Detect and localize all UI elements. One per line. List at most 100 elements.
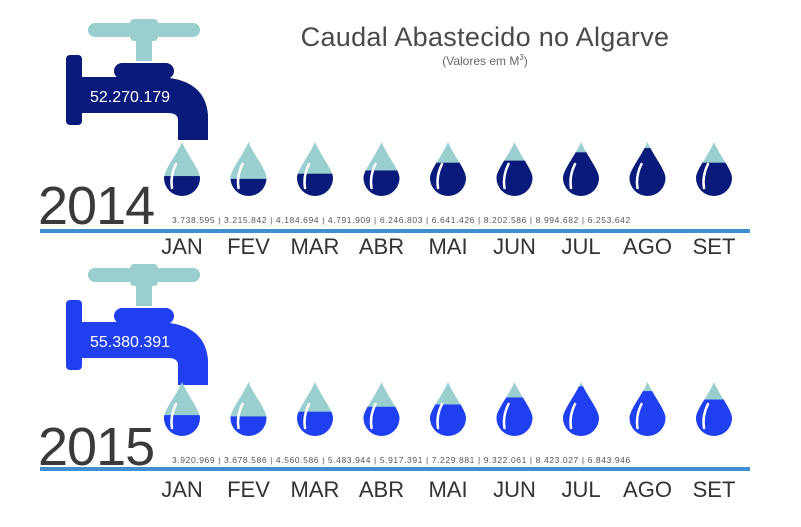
drop-jun <box>496 382 533 436</box>
water-tap-icon: 55.380.391 <box>66 264 208 385</box>
month-label-jul: JUL <box>561 477 601 502</box>
value-separator: | <box>371 215 380 225</box>
drop-fill-mark <box>297 173 333 196</box>
drop-fill-mark <box>230 416 267 436</box>
monthly-values-line: 3.920.969 | 3.678.586 | 4.560.586 | 5.48… <box>172 455 752 465</box>
drop-mai <box>430 142 466 196</box>
baseline <box>40 229 750 233</box>
value-label-mai: 5.917.391 <box>379 455 424 465</box>
drop-jan <box>164 382 200 436</box>
month-labels: JAN FEV MAR ABR MAI JUN JUL AGO SET <box>160 477 760 509</box>
month-label-jun: JUN <box>493 234 536 259</box>
tap-total-label: 55.380.391 <box>90 334 170 351</box>
drop-highlight <box>436 402 444 430</box>
value-separator: | <box>423 215 432 225</box>
drop-fill-mark <box>430 162 466 196</box>
value-separator: | <box>267 455 276 465</box>
year-section-2014: 52.270.179 3.738.595 | 3.215.842 | 4.184… <box>0 0 801 259</box>
drop-highlight <box>635 402 643 430</box>
drop-jul <box>563 382 599 436</box>
drop-fill-mark <box>629 391 666 436</box>
month-labels: JAN FEV MAR ABR MAI JUN JUL AGO SET <box>160 234 760 266</box>
value-separator: | <box>267 215 276 225</box>
drop-fill-mark <box>696 399 732 436</box>
drop-fill-mark <box>164 415 200 436</box>
drop-fill-mark <box>297 411 333 436</box>
drop-highlight <box>635 162 643 190</box>
value-label-jun: 7.229.881 <box>431 455 475 465</box>
drop-highlight <box>170 162 178 190</box>
value-label-set: 6.843.946 <box>587 455 631 465</box>
value-label-abr: 5.483.944 <box>327 455 372 465</box>
drop-highlight <box>369 402 377 430</box>
drop-highlight <box>369 162 377 190</box>
drop-set <box>696 382 732 436</box>
drop-ago <box>629 382 666 436</box>
month-label-set: SET <box>692 477 736 502</box>
month-label-mai: MAI <box>428 477 468 502</box>
year-section-2015: 55.380.391 3.920.969 | 3.678.586 | 4.560… <box>0 245 801 502</box>
tap-handle <box>88 19 200 61</box>
drops-row <box>164 382 732 437</box>
value-label-fev: 3.215.842 <box>223 215 268 225</box>
subtitle-prefix: (Valores em M <box>442 54 520 68</box>
drop-highlight <box>502 402 510 430</box>
drop-abr <box>363 382 400 436</box>
month-label-jul: JUL <box>561 234 601 259</box>
value-separator: | <box>371 455 380 465</box>
drop-highlight <box>436 162 444 190</box>
drop-highlight <box>170 402 178 430</box>
drop-highlight <box>502 162 510 190</box>
value-label-mai: 6.246.803 <box>379 215 424 225</box>
title-block: Caudal Abastecido no Algarve (Valores em… <box>260 22 710 68</box>
drop-fill-mark <box>629 148 666 196</box>
value-separator: | <box>578 455 588 465</box>
drop-fev <box>230 142 267 197</box>
drop-fill-mark <box>164 176 200 196</box>
drop-jan <box>164 142 200 196</box>
value-separator: | <box>319 215 328 225</box>
month-label-set: SET <box>692 234 736 259</box>
subtitle-superscript: 3 <box>519 53 524 62</box>
value-label-mar: 4.560.586 <box>275 455 320 465</box>
drop-ago <box>629 142 666 196</box>
drop-mar <box>297 382 333 436</box>
month-label-jan: JAN <box>161 234 203 259</box>
value-label-ago: 8.423.027 <box>535 455 579 465</box>
drop-highlight <box>303 162 311 190</box>
value-label-jul: 9.322.061 <box>483 455 527 465</box>
value-separator: | <box>578 215 588 225</box>
drop-fill-mark <box>363 406 400 436</box>
drop-fill-mark <box>430 404 466 436</box>
drop-highlight <box>569 162 577 190</box>
value-label-fev: 3.678.586 <box>223 455 268 465</box>
drop-fill-mark <box>496 397 533 436</box>
month-label-abr: ABR <box>358 477 405 502</box>
value-separator: | <box>474 215 484 225</box>
chart-subtitle: (Valores em M3) <box>260 53 710 68</box>
baseline <box>40 467 750 471</box>
drop-highlight <box>702 402 710 430</box>
drop-fev <box>230 382 267 437</box>
month-label-ago: AGO <box>623 234 672 259</box>
value-separator: | <box>474 455 484 465</box>
month-label-mar: MAR <box>290 234 340 259</box>
drop-jun <box>496 142 533 196</box>
drop-highlight <box>236 402 244 430</box>
tap-body <box>66 55 208 140</box>
drop-fill-mark <box>563 152 599 196</box>
month-label-fev: FEV <box>227 477 270 502</box>
value-label-jan: 3.738.595 <box>172 215 216 225</box>
drops-row <box>164 142 732 197</box>
value-label-set: 6.253.642 <box>587 215 631 225</box>
tap-body <box>66 300 208 385</box>
drop-mai <box>430 382 466 436</box>
drop-highlight <box>569 402 577 430</box>
value-separator: | <box>319 455 328 465</box>
value-separator: | <box>215 215 224 225</box>
value-separator: | <box>215 455 224 465</box>
subtitle-suffix: ) <box>523 54 528 68</box>
month-label-ago: AGO <box>623 477 672 502</box>
drop-jul <box>563 142 599 196</box>
drop-highlight <box>303 402 311 430</box>
